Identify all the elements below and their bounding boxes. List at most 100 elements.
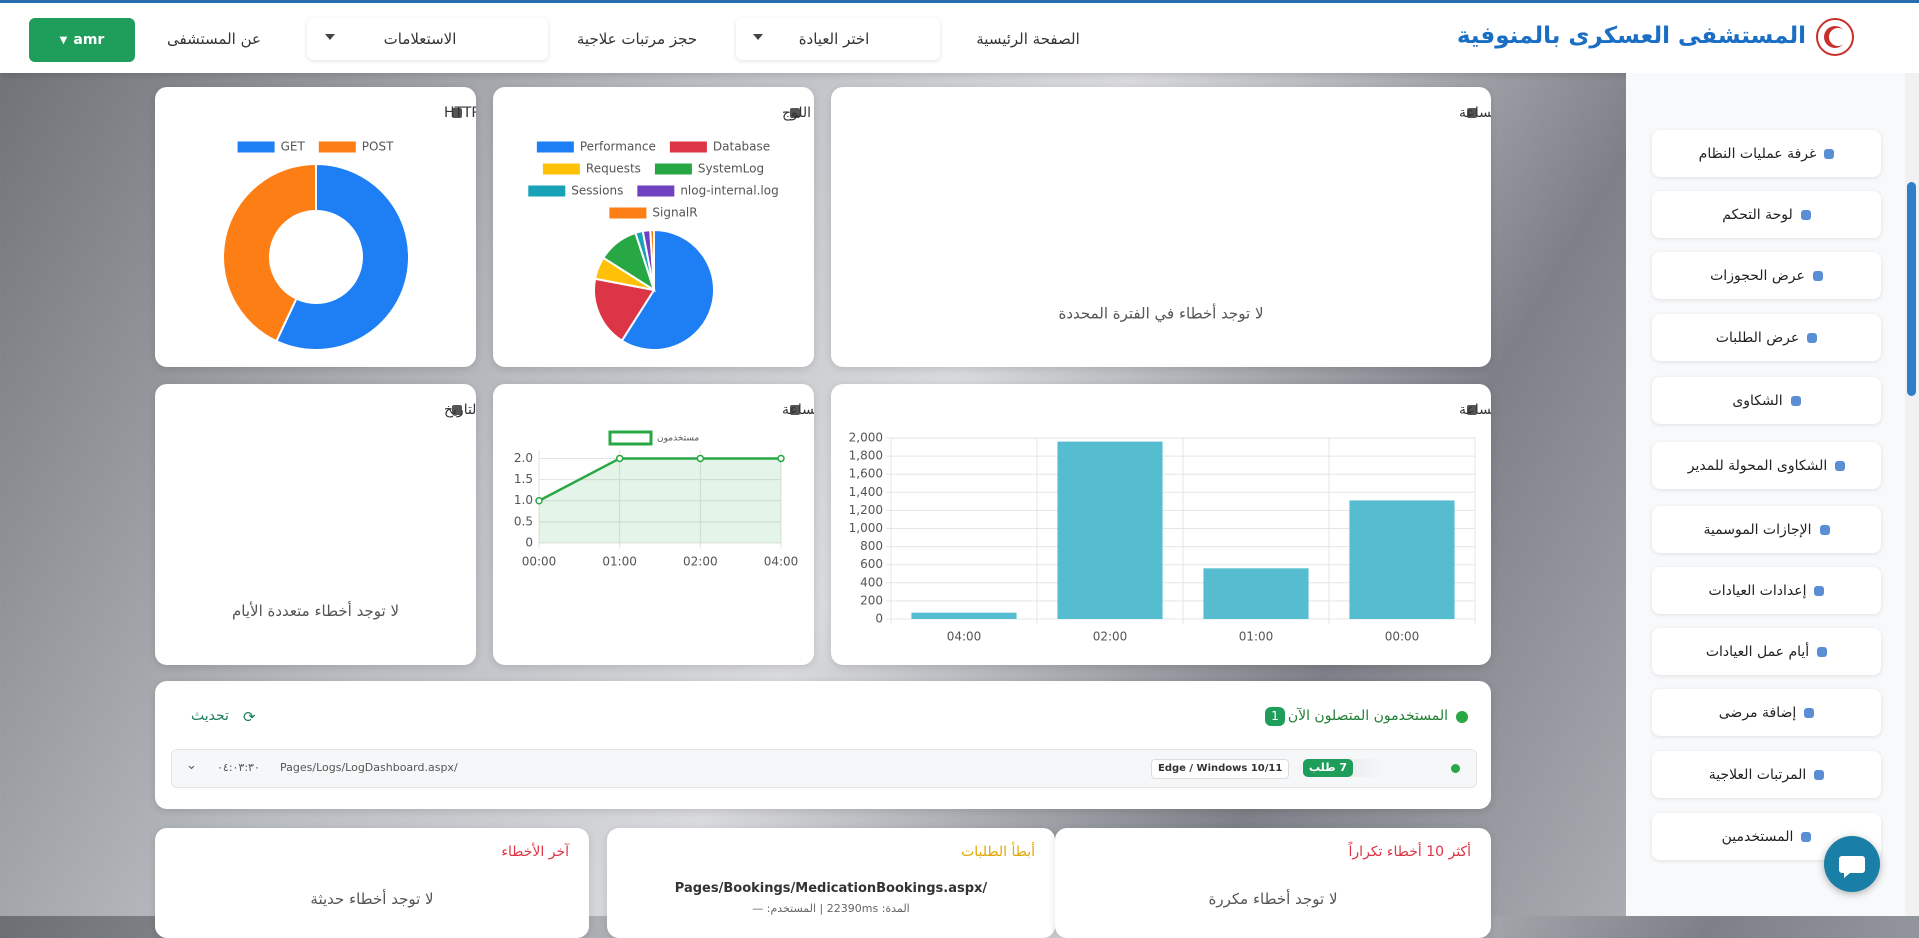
sidebar-item[interactable]: عرض الطلبات — [1652, 314, 1881, 361]
item-label: إضافة مرضى — [1718, 704, 1797, 721]
bar — [1349, 500, 1455, 619]
chart-title: HTTP Methods — [444, 105, 476, 121]
item-label: إعدادات العيادات — [1708, 582, 1807, 599]
user-button[interactable]: ▼ amr — [29, 18, 135, 62]
dropdown[interactable] — [307, 18, 548, 60]
user-name: amr — [73, 32, 105, 48]
slice — [620, 228, 715, 351]
item-label: المرتبات العلاجية — [1708, 766, 1807, 783]
online-users-card: المستخدمون المتصلون الآن 1 ⟳ تحديث 7 طلب … — [155, 681, 1491, 809]
nav-link[interactable]: اختر العيادة — [798, 30, 870, 48]
item-icon — [1814, 769, 1825, 780]
slice — [222, 162, 317, 343]
sidebar-item[interactable]: إعدادات العيادات — [1652, 567, 1881, 614]
legend-label: SystemLog — [698, 162, 764, 176]
title-icon — [452, 108, 462, 118]
chart-card: HTTP Methods GET POST — [155, 87, 476, 367]
sidebar-item[interactable]: أيام عمل العيادات — [1652, 628, 1881, 675]
chart: الطلبات حسب الساعة 0 200 400 600 800 1,000 1,20… — [849, 402, 1491, 644]
sidebar-item[interactable]: الإجازات الموسمية — [1652, 506, 1881, 553]
refresh-button[interactable]: ⟳ تحديث — [191, 708, 256, 726]
dropdown[interactable] — [736, 18, 940, 60]
slice — [593, 277, 656, 343]
x-tick-label: 02:00 — [683, 555, 718, 569]
point — [535, 496, 543, 505]
title-icon — [790, 108, 800, 118]
y-tick-label: 2,000 — [849, 431, 883, 445]
y-tick-label: 1,000 — [849, 521, 883, 535]
legend-label: GET — [281, 140, 306, 154]
chat-button[interactable] — [1824, 836, 1880, 892]
header: المستشفى العسكرى بالمنوفية الصفحة الرئيس… — [0, 0, 1919, 73]
empty-message: لا توجد أخطاء متعددة الأيام — [232, 601, 399, 620]
sidebar-item[interactable]: عرض الحجوزات — [1652, 252, 1881, 299]
chart-card: أخطاء حسب التاريخ لا توجد أخطاء متعددة ال… — [155, 384, 476, 665]
nav-link[interactable]: عن المستشفى — [167, 30, 261, 48]
y-tick-label: 0 — [525, 536, 533, 550]
legend-label: POST — [362, 140, 394, 154]
item-label: عرض الطلبات — [1715, 329, 1800, 346]
legend-label: Database — [713, 140, 770, 154]
legend-label: Sessions — [571, 184, 623, 198]
chart: HTTP Methods GET POST — [222, 105, 476, 351]
slice — [275, 162, 410, 351]
y-tick-label: 1,200 — [849, 503, 883, 517]
legend-label: مستخدمون — [657, 434, 699, 444]
legend-swatch — [536, 141, 574, 153]
item-icon — [1800, 209, 1811, 220]
sidebar-item[interactable]: الشكاوى المحولة للمدير — [1652, 442, 1881, 489]
legend-swatch — [318, 141, 356, 153]
legend-swatch — [669, 141, 707, 153]
point — [615, 454, 624, 463]
sidebar-item[interactable]: لوحة التحكم — [1652, 191, 1881, 238]
sidebar-item[interactable]: المستخدمين — [1652, 813, 1881, 860]
empty-message: لا توجد أخطاء في الفترة المحددة — [1059, 303, 1264, 323]
site-title: المستشفى العسكرى بالمنوفية — [1456, 23, 1806, 49]
legend-row: Sessions nlog-internal.log — [528, 184, 779, 198]
x-tick-label: 01:00 — [602, 555, 637, 569]
item-icon — [1835, 460, 1846, 471]
item-label: عرض الحجوزات — [1710, 267, 1805, 284]
y-tick-label: 200 — [860, 593, 883, 607]
sidebar-item[interactable]: الشكاوى — [1652, 377, 1881, 424]
chart: مستخدمون حسب الساعة 0 0.5 1.0 1.5 2.0 00:00 01:… — [514, 402, 814, 569]
line — [538, 457, 781, 502]
item-icon — [1814, 585, 1825, 596]
nav-link[interactable]: حجز مرتبات علاجية — [576, 30, 698, 48]
chart-card: الطلبات حسب الساعة 0 200 400 600 800 1,000 1,20… — [831, 384, 1491, 665]
x-tick-label: 01:00 — [1239, 630, 1274, 644]
empty-message: لا توجد أخطاء مكررة — [1208, 890, 1338, 908]
y-tick-label: 1.0 — [514, 493, 533, 507]
slow-requests-card: أبطأ الطلبات Pages/Bookings/MedicationBo… — [607, 828, 1055, 938]
item-label: الشكاوى — [1732, 392, 1783, 409]
chart-card: مستخدمون حسب الساعة 0 0.5 1.0 1.5 2.0 00:00 01:… — [493, 384, 814, 665]
sidebar-item[interactable]: إضافة مرضى — [1652, 689, 1881, 736]
nav-link[interactable]: الاستعلامات — [383, 30, 457, 48]
page: { "header": { "title": "المستشفى العسكرى… — [0, 0, 1919, 916]
legend-row: GET POST — [237, 140, 394, 154]
legend-label: SignalR — [652, 206, 697, 220]
item-label: المستخدمين — [1721, 828, 1794, 845]
nav-link[interactable]: الصفحة الرئيسية — [976, 30, 1080, 48]
legend-swatch — [608, 430, 653, 446]
chart-card: توزيع مستويات اللوج Performance Database Re… — [493, 87, 814, 367]
legend-swatch — [609, 207, 647, 219]
page-path: Pages/Logs/LogDashboard.aspx/ — [280, 761, 458, 774]
scrollbar-thumb[interactable] — [1907, 182, 1916, 396]
item-icon — [1807, 332, 1818, 343]
chart: توزيع مستويات اللوج Performance Database Re… — [528, 105, 814, 351]
title-icon — [790, 405, 800, 415]
chart-title: توزيع مستويات اللوج — [782, 105, 814, 121]
chevron[interactable]: ⌄ — [186, 758, 197, 773]
x-tick-label: 02:00 — [1093, 630, 1128, 644]
row-dot — [1451, 764, 1460, 773]
chart: أخطاء حسب التاريخ لا توجد أخطاء متعددة ال… — [232, 400, 476, 620]
online-row[interactable]: 7 طلب Edge / Windows 10/11 Pages/Logs/Lo… — [171, 749, 1477, 788]
item-icon — [1790, 395, 1801, 406]
item-icon — [1801, 831, 1812, 842]
legend-row: Performance Database — [536, 140, 770, 154]
sidebar-item[interactable]: غرفة عمليات النظام — [1652, 130, 1881, 177]
y-tick-label: 0.5 — [514, 514, 533, 528]
online-title: المستخدمون المتصلون الآن — [1287, 708, 1448, 724]
sidebar-item[interactable]: المرتبات العلاجية — [1652, 751, 1881, 798]
